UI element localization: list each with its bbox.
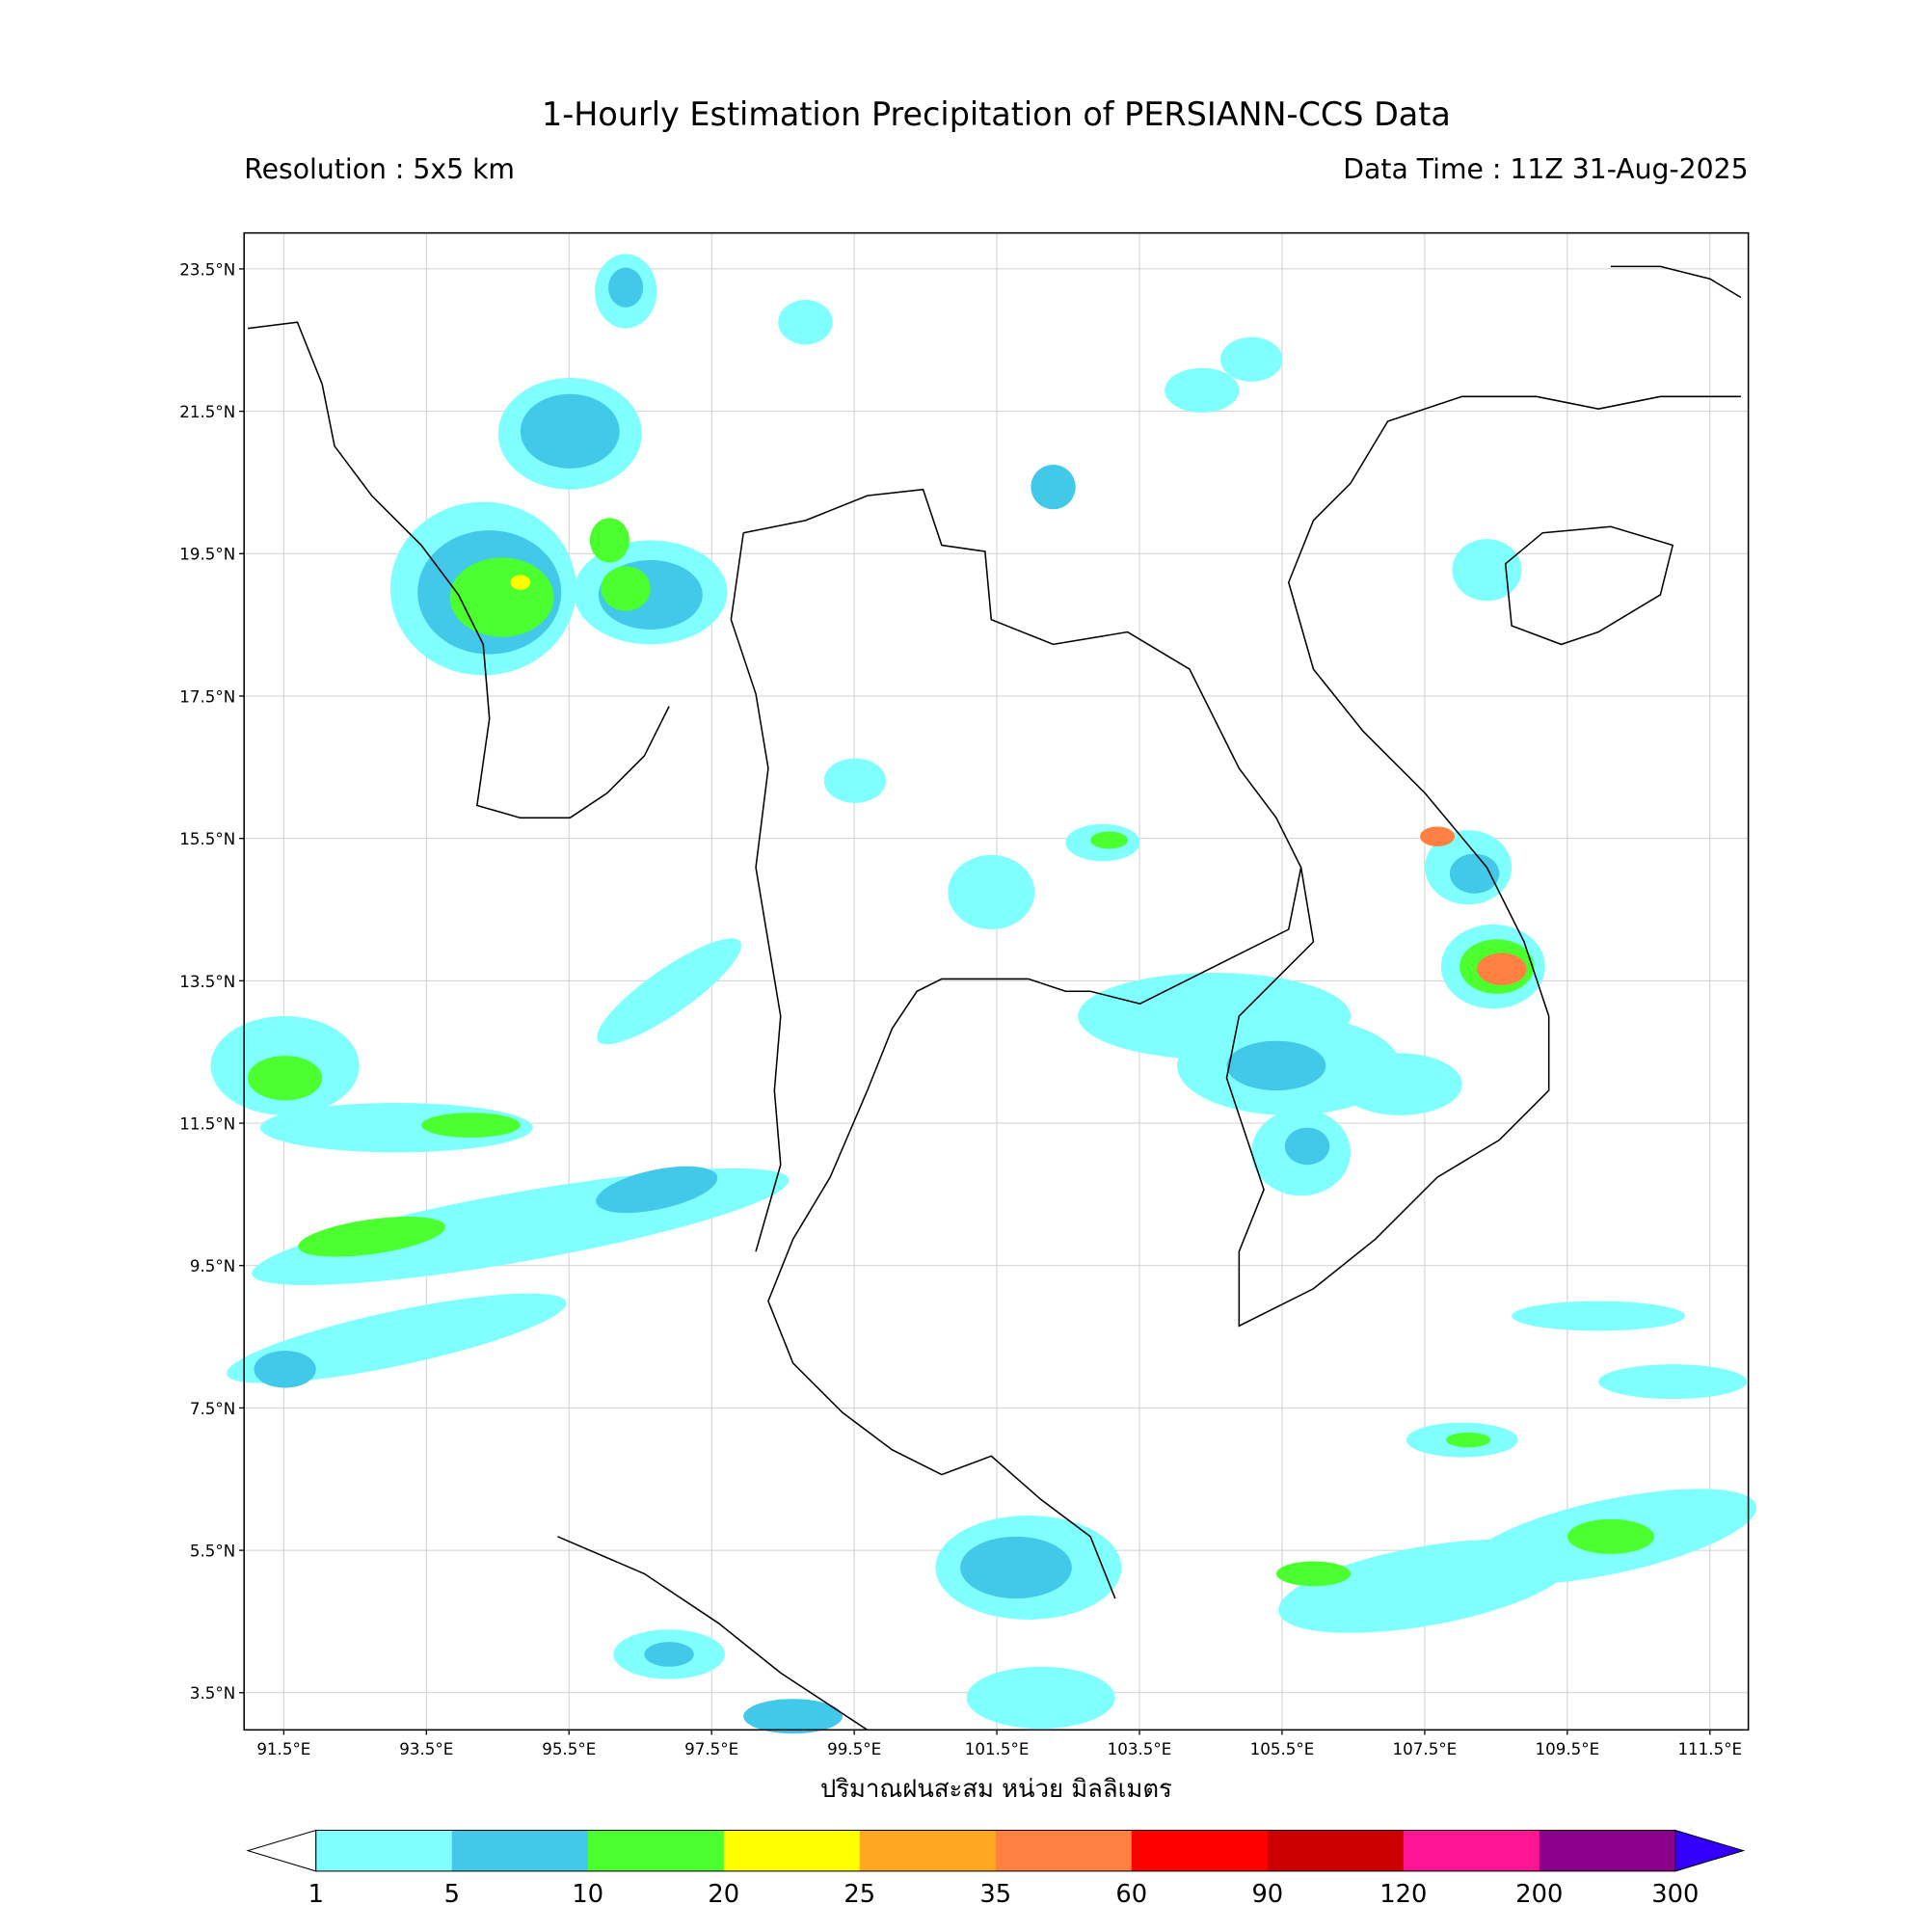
colorbar: 1 5 10 20 25 35 60 90 120 200 300 [246,1829,1746,1909]
lat-tick-label: 15.5°N [179,829,235,848]
lon-tick-label: 101.5°E [965,1739,1030,1758]
colorbar-tick-label: 300 [1651,1880,1699,1909]
lat-tick-label: 3.5°N [190,1683,235,1703]
resolution: Resolution : 5x5 km [244,153,515,185]
colorbar-segment [315,1830,453,1871]
colorbar-segment [723,1830,861,1871]
colorbar-segment [859,1830,997,1871]
lat-tick-label: 19.5°N [179,545,235,564]
lat-tick-label: 13.5°N [179,972,235,991]
lat-tick-label: 5.5°N [190,1542,235,1561]
lon-tick-label: 91.5°E [256,1739,310,1758]
colorbar-segment [995,1830,1133,1871]
colorbar-segment [1403,1830,1540,1871]
colorbar-tick-label: 5 [444,1880,460,1909]
coastlines [247,265,1742,1731]
colorbar-segment [587,1830,725,1871]
lon-tick-label: 95.5°E [542,1739,596,1758]
colorbar-tick-label: 90 [1251,1880,1283,1909]
title: 1-Hourly Estimation Precipitation of PER… [542,95,1451,133]
colorbar-segment [1131,1830,1269,1871]
lat-tick-label: 11.5°N [179,1114,235,1133]
map-frame [243,231,1750,1731]
colorbar-outline [315,1829,1676,1872]
colorbar-tick-label: 25 [844,1880,875,1909]
lon-tick-label: 93.5°E [399,1739,453,1758]
lon-tick-label: 105.5°E [1250,1739,1315,1758]
colorbar-tick-label: 60 [1115,1880,1147,1909]
colorbar-tick-label: 35 [979,1880,1011,1909]
lon-tick-label: 109.5°E [1535,1739,1599,1758]
colorbar-tick-label: 1 [308,1880,324,1909]
lat-tick-label: 9.5°N [190,1256,235,1275]
lon-tick-label: 103.5°E [1108,1739,1172,1758]
lat-tick-label: 21.5°N [179,402,235,421]
colorbar-segment [1267,1830,1405,1871]
lon-tick-label: 99.5°E [827,1739,881,1758]
lat-tick-label: 17.5°N [179,686,235,706]
lat-tick-label: 7.5°N [190,1399,235,1418]
data-time: Data Time : 11Z 31-Aug-2025 [1343,153,1748,185]
colorbar-tick-label: 120 [1379,1880,1427,1909]
rain-field [210,254,1757,1734]
colorbar-under [246,1829,317,1872]
colorbar-segment [1539,1830,1676,1871]
colorbar-tick-label: 10 [572,1880,603,1909]
axis-label: ปริมาณฝนสะสม หน่วย มิลลิเมตร [820,1775,1172,1804]
colorbar-tick-label: 20 [708,1880,739,1909]
grid: 23.5°N 21.5°N 19.5°N 17.5°N 15.5°N 13.5°N 11.5… [179,232,1749,1758]
lon-tick-label: 97.5°E [684,1739,738,1758]
lon-tick-label: 107.5°E [1393,1739,1458,1758]
colorbar-over [1674,1829,1746,1872]
lon-tick-label: 111.5°E [1677,1739,1742,1758]
lat-tick-label: 23.5°N [179,259,235,279]
colorbar-tick-label: 200 [1515,1880,1563,1909]
colorbar-segment [451,1830,589,1871]
